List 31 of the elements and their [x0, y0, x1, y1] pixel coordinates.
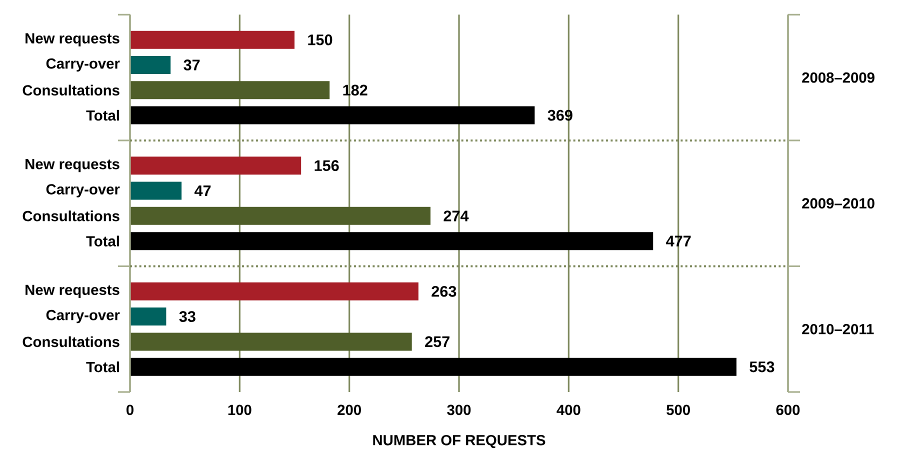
y-tick-label: Total	[86, 110, 119, 121]
y-tick-label: Carry-over	[46, 184, 120, 198]
x-tick-label: 500	[666, 404, 690, 416]
y-tick-label: Carry-over	[46, 310, 120, 324]
data-label: 37	[184, 60, 200, 70]
y-tick-label: New requests	[26, 159, 120, 172]
data-label: 47	[194, 186, 211, 196]
y-tick-label: Consultations	[22, 210, 120, 222]
x-tick-label: 300	[447, 404, 471, 416]
data-label: 263	[432, 286, 456, 297]
x-tick-label: 600	[776, 404, 800, 416]
x-tick-label: 100	[228, 404, 252, 416]
x-tick-label: 400	[556, 404, 580, 416]
y-tick-label: Consultations	[22, 336, 120, 348]
y-tick-label: Total	[86, 236, 119, 246]
data-label: 33	[179, 311, 196, 322]
y-tick-label: New requests	[26, 284, 120, 298]
x-tick-label: 200	[338, 404, 361, 416]
data-label: 150	[308, 34, 332, 46]
y-tick-label: Carry-over	[46, 58, 120, 72]
text: 2009–2010	[802, 198, 874, 209]
data-label: 553	[750, 361, 774, 372]
y-tick-label: Consultations	[22, 84, 120, 96]
text: 2010–2011	[802, 324, 874, 334]
text: 2008–2009	[802, 72, 874, 83]
data-label: 257	[425, 336, 450, 348]
x-axis-title: NUMBER OF REQUESTS	[373, 434, 546, 448]
y-tick-label: Total	[86, 361, 119, 372]
data-label: 156	[314, 160, 339, 172]
x-tick-label: 0	[126, 404, 134, 416]
y-tick-label: New requests	[26, 33, 120, 46]
